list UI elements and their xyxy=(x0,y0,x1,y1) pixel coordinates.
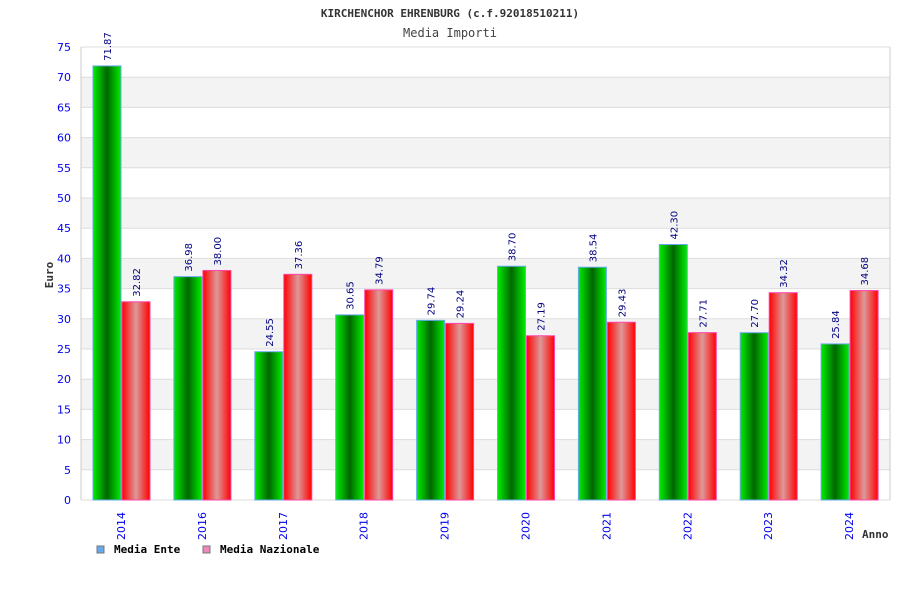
bar-media-ente-2019 xyxy=(416,319,446,501)
legend-swatch-media-nazionale xyxy=(202,545,211,554)
bar-media-ente-2021 xyxy=(577,266,607,501)
y-tick-label: 5 xyxy=(64,464,71,477)
y-tick-label: 0 xyxy=(64,494,71,507)
bar-media-ente-2020 xyxy=(497,265,526,501)
data-label: 34.68 xyxy=(860,257,871,286)
bar-media-ente-2023 xyxy=(739,332,769,501)
bar-media-ente-2022 xyxy=(658,244,688,501)
bar-media-nazionale-2019 xyxy=(445,322,475,501)
bar-media-nazionale-2016 xyxy=(202,269,232,501)
x-tick-label: 2020 xyxy=(520,512,533,540)
bar-media-nazionale-2020 xyxy=(526,335,555,501)
data-label: 27.70 xyxy=(750,299,761,328)
data-label: 29.74 xyxy=(427,287,438,316)
y-tick-label: 10 xyxy=(57,434,71,447)
bar-media-nazionale-2021 xyxy=(606,321,636,501)
y-tick-label: 20 xyxy=(57,373,71,386)
bar-media-ente-2017 xyxy=(254,351,284,501)
data-label: 34.32 xyxy=(779,259,790,288)
y-tick-label: 35 xyxy=(57,283,71,296)
y-tick-label: 60 xyxy=(57,132,71,145)
data-label: 27.19 xyxy=(537,302,548,331)
legend-label-media-ente: Media Ente xyxy=(114,543,181,556)
data-label: 27.71 xyxy=(698,299,709,328)
bar-media-nazionale-2018 xyxy=(364,289,394,501)
legend: Media Ente Media Nazionale xyxy=(96,543,320,556)
x-tick-label: 2024 xyxy=(843,512,856,540)
bar-media-nazionale-2014 xyxy=(121,301,151,501)
x-tick-label: 2016 xyxy=(196,512,209,540)
grid-band xyxy=(81,137,890,168)
legend-swatch-media-ente xyxy=(96,545,105,554)
x-tick-label: 2017 xyxy=(277,512,290,540)
y-axis-label: Euro xyxy=(43,261,56,288)
data-label: 29.24 xyxy=(456,290,467,319)
data-label: 37.36 xyxy=(294,241,305,270)
y-tick-label: 75 xyxy=(57,41,71,54)
y-tick-label: 40 xyxy=(57,252,71,265)
data-label: 36.98 xyxy=(184,243,195,272)
data-label: 24.55 xyxy=(265,318,276,347)
x-tick-label: 2021 xyxy=(600,512,613,540)
data-label: 38.54 xyxy=(588,234,599,263)
data-label: 32.82 xyxy=(132,268,143,297)
bar-media-ente-2018 xyxy=(335,314,365,501)
bar-media-ente-2016 xyxy=(173,276,203,501)
chart-title: KIRCHENCHOR EHRENBURG (c.f.92018510211) xyxy=(321,7,579,20)
x-tick-label: 2014 xyxy=(115,512,128,540)
y-tick-label: 15 xyxy=(57,403,71,416)
x-axis-label: Anno xyxy=(862,528,889,541)
data-label: 42.30 xyxy=(669,211,680,240)
data-label: 38.70 xyxy=(508,233,519,262)
data-label: 25.84 xyxy=(831,310,842,339)
bar-media-nazionale-2022 xyxy=(687,332,717,501)
legend-label-media-nazionale: Media Nazionale xyxy=(220,543,320,556)
bar-media-ente-2014 xyxy=(92,65,122,501)
y-tick-label: 25 xyxy=(57,343,71,356)
bar-media-nazionale-2023 xyxy=(768,292,798,501)
data-label: 30.65 xyxy=(346,281,357,310)
data-label: 34.79 xyxy=(375,256,386,285)
x-tick-label: 2023 xyxy=(762,512,775,540)
y-tick-label: 55 xyxy=(57,162,71,175)
bar-media-ente-2024 xyxy=(820,343,850,501)
y-tick-label: 50 xyxy=(57,192,71,205)
grid-band xyxy=(81,77,890,108)
y-tick-label: 70 xyxy=(57,71,71,84)
data-label: 38.00 xyxy=(213,237,224,266)
data-label: 29.43 xyxy=(617,289,628,318)
y-tick-label: 65 xyxy=(57,101,71,114)
grid-band xyxy=(81,198,890,229)
bar-media-nazionale-2017 xyxy=(283,273,313,501)
bar-media-nazionale-2024 xyxy=(849,290,879,501)
y-tick-label: 30 xyxy=(57,313,71,326)
y-tick-label: 45 xyxy=(57,222,71,235)
chart-subtitle: Media Importi xyxy=(403,26,497,40)
data-label: 71.87 xyxy=(103,32,114,61)
x-tick-label: 2022 xyxy=(681,512,694,540)
x-tick-label: 2018 xyxy=(358,512,371,540)
x-tick-label: 2019 xyxy=(439,512,452,540)
